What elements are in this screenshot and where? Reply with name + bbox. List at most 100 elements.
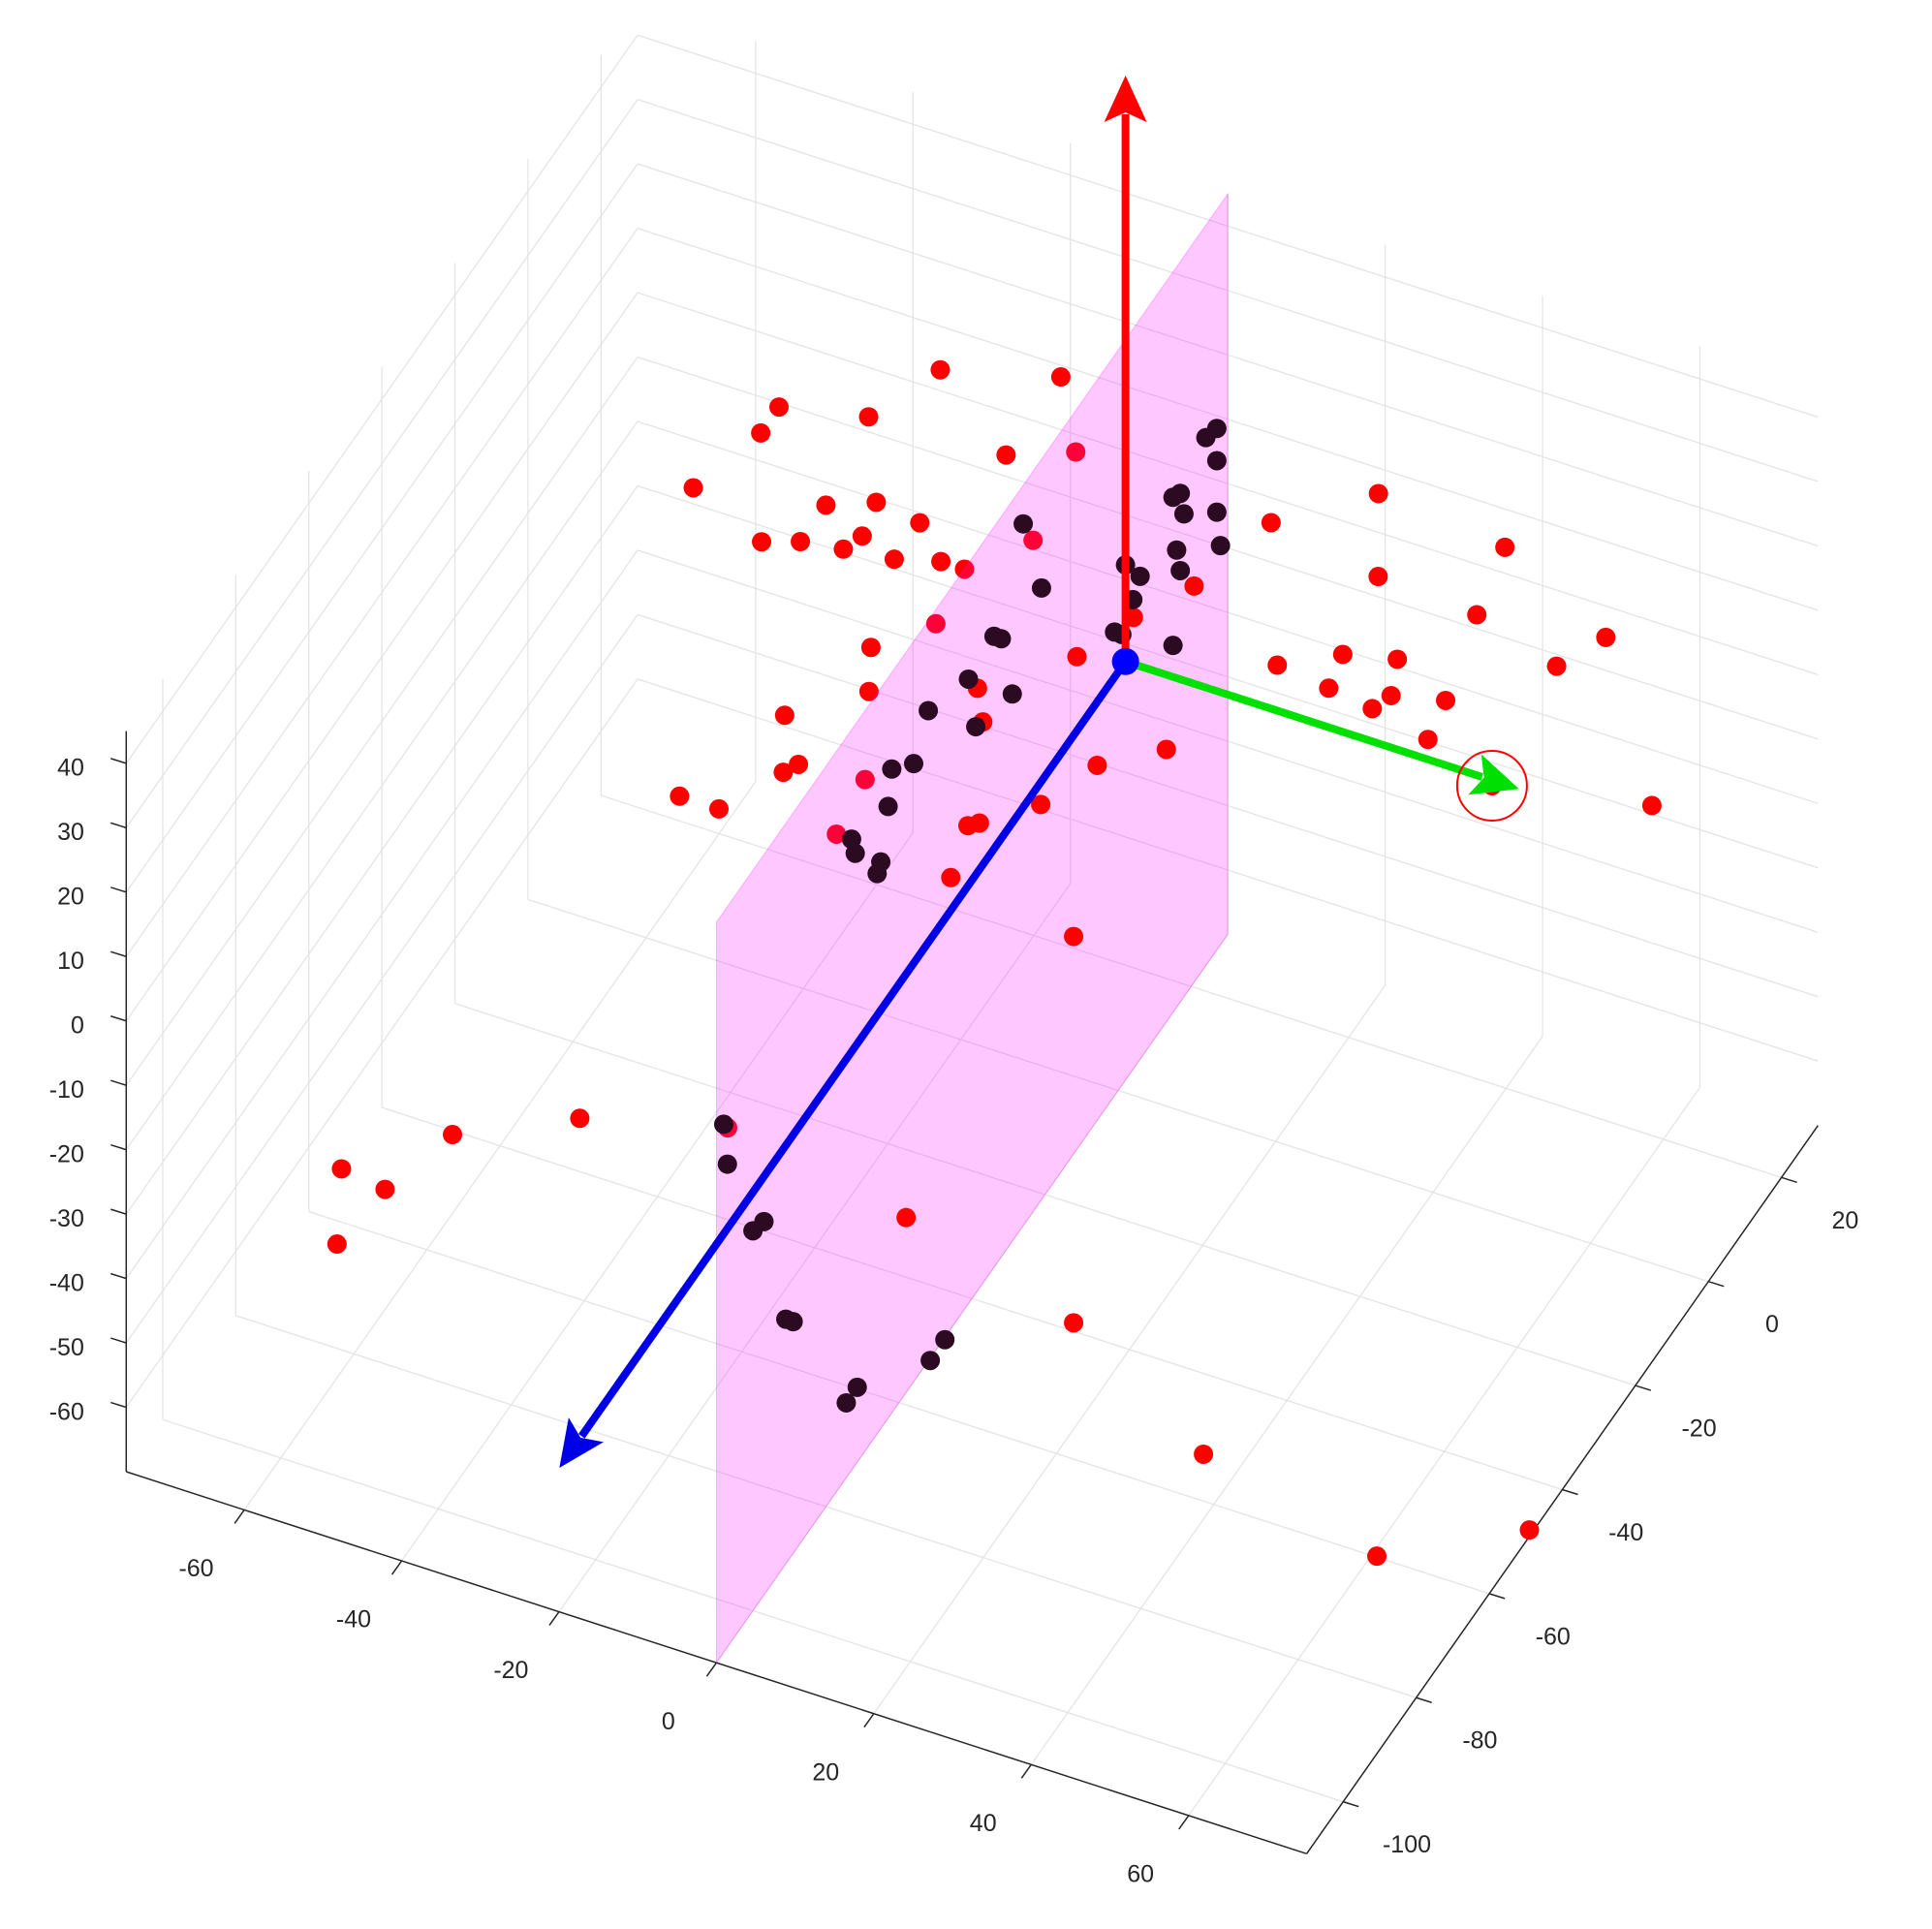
data-point bbox=[1173, 504, 1194, 524]
data-point bbox=[783, 1312, 803, 1332]
data-point bbox=[1013, 513, 1034, 534]
data-point bbox=[855, 769, 875, 790]
data-point bbox=[670, 786, 690, 806]
x-tick-label: 60 bbox=[1127, 1860, 1154, 1887]
grid-line bbox=[637, 34, 1819, 419]
data-point bbox=[1163, 487, 1183, 508]
z-tick-label: 0 bbox=[71, 1012, 84, 1040]
z-tick-label: -10 bbox=[49, 1076, 84, 1104]
z-tick bbox=[110, 1272, 127, 1280]
grid-line bbox=[125, 357, 639, 1086]
data-point bbox=[1196, 427, 1216, 448]
grid-line bbox=[125, 420, 639, 1151]
data-point bbox=[1641, 795, 1662, 816]
z-tick bbox=[110, 1015, 127, 1022]
grid-line bbox=[125, 678, 639, 1408]
data-point bbox=[1210, 536, 1231, 556]
data-point bbox=[941, 867, 961, 887]
vector-head bbox=[1468, 754, 1519, 795]
y-axis bbox=[1305, 1125, 1819, 1854]
data-point bbox=[1495, 537, 1515, 557]
y-tick-label: -40 bbox=[1608, 1519, 1643, 1546]
z-tick bbox=[110, 887, 127, 893]
y-tick-label: -60 bbox=[1536, 1623, 1571, 1650]
data-point bbox=[860, 638, 881, 658]
data-point bbox=[1031, 794, 1051, 815]
data-point bbox=[910, 513, 930, 533]
z-tick-label: -30 bbox=[49, 1205, 84, 1232]
z-tick bbox=[110, 758, 127, 764]
data-point bbox=[1362, 699, 1383, 719]
z-tick bbox=[110, 1208, 127, 1215]
data-point bbox=[925, 613, 946, 634]
data-point bbox=[931, 551, 951, 572]
data-point bbox=[717, 1154, 737, 1174]
x-tick bbox=[705, 1662, 718, 1677]
data-point bbox=[1267, 655, 1288, 675]
y-tick-label: -100 bbox=[1383, 1831, 1431, 1858]
grid-line bbox=[637, 678, 1819, 1062]
x-tick bbox=[1020, 1763, 1032, 1779]
grid-line bbox=[125, 99, 639, 828]
data-point bbox=[826, 824, 847, 844]
z-tick-label: 30 bbox=[57, 819, 84, 846]
z-tick-label: -20 bbox=[49, 1140, 84, 1167]
data-point bbox=[1064, 926, 1084, 947]
data-point bbox=[867, 863, 888, 884]
z-tick bbox=[110, 1143, 127, 1151]
data-point bbox=[1031, 577, 1051, 598]
data-point bbox=[1170, 560, 1191, 580]
data-point bbox=[1067, 646, 1087, 667]
data-point bbox=[991, 629, 1012, 649]
data-point bbox=[884, 549, 904, 570]
grid-line bbox=[601, 794, 1782, 1178]
y-tick-label: -20 bbox=[1681, 1416, 1716, 1443]
data-point bbox=[1156, 739, 1176, 760]
x-tick-label: -40 bbox=[336, 1606, 371, 1633]
x-tick-label: 20 bbox=[812, 1758, 839, 1786]
z-tick bbox=[110, 822, 127, 829]
data-point bbox=[1332, 644, 1353, 665]
data-point bbox=[996, 445, 1016, 465]
y-tick bbox=[1708, 1280, 1725, 1288]
grid-line bbox=[125, 163, 639, 893]
data-point bbox=[1436, 690, 1456, 710]
data-point bbox=[1206, 451, 1227, 471]
data-point bbox=[858, 407, 879, 427]
data-point bbox=[1050, 367, 1071, 388]
data-point bbox=[1066, 442, 1086, 462]
z-tick-label: -40 bbox=[49, 1269, 84, 1296]
y-tick bbox=[1343, 1800, 1359, 1808]
z-tick-label: 10 bbox=[57, 948, 84, 975]
z-tick-label: -50 bbox=[49, 1334, 84, 1361]
y-tick-label: -80 bbox=[1462, 1727, 1497, 1755]
data-point bbox=[1130, 566, 1150, 586]
grid-line bbox=[235, 1315, 1417, 1698]
grid-line bbox=[637, 163, 1819, 547]
data-point bbox=[1319, 678, 1339, 699]
data-point bbox=[935, 1329, 955, 1350]
data-point bbox=[816, 495, 836, 515]
y-tick-label: 20 bbox=[1831, 1207, 1858, 1234]
data-point bbox=[708, 798, 729, 819]
data-point bbox=[958, 669, 979, 689]
highlight-ring bbox=[1455, 749, 1528, 822]
grid-line bbox=[162, 1418, 1344, 1803]
data-point bbox=[1206, 502, 1227, 522]
data-point bbox=[845, 843, 865, 863]
data-point bbox=[773, 762, 794, 783]
x-axis bbox=[126, 1471, 1307, 1855]
data-point bbox=[789, 754, 809, 774]
data-point bbox=[919, 700, 939, 721]
grid-line bbox=[527, 898, 1709, 1283]
data-point bbox=[1087, 755, 1107, 775]
data-point bbox=[791, 532, 811, 552]
y-tick-label: 0 bbox=[1765, 1311, 1779, 1338]
grid-line bbox=[637, 549, 1819, 933]
x-tick bbox=[1178, 1815, 1190, 1830]
data-point bbox=[1367, 1546, 1387, 1567]
data-point bbox=[570, 1108, 590, 1129]
data-point bbox=[1467, 605, 1487, 625]
x-tick-label: -60 bbox=[178, 1555, 213, 1582]
